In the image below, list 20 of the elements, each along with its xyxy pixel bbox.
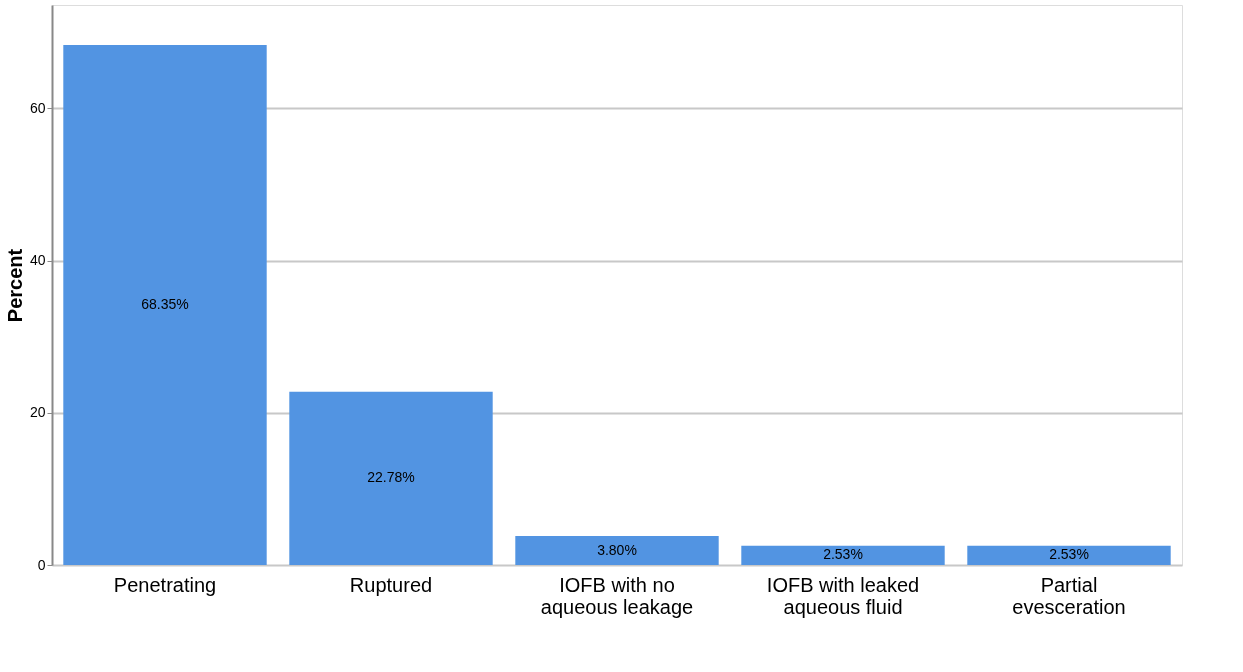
x-tick-label: IOFB with leaked aqueous fluid — [766, 573, 920, 618]
y-axis-title: Percent — [3, 248, 26, 323]
data-label: 22.78% — [367, 469, 415, 486]
data-label: 68.35% — [141, 295, 189, 312]
bar — [967, 545, 1171, 565]
data-label: 2.53% — [1049, 546, 1089, 563]
y-tick-label: 20 — [29, 404, 46, 421]
x-tick-label: Ruptured — [349, 573, 433, 596]
y-tick-label: 40 — [29, 252, 46, 269]
bar — [289, 391, 493, 565]
data-label: 3.80% — [597, 541, 637, 558]
x-tick-label: Partial evesceration — [1012, 573, 1126, 618]
x-tick-label: IOFB with no aqueous leakage — [540, 573, 694, 618]
bar — [741, 545, 945, 565]
x-tick-label: Penetrating — [113, 573, 217, 596]
y-tick-label: 0 — [37, 556, 46, 573]
y-tick-label: 60 — [29, 99, 46, 116]
bar — [515, 536, 719, 565]
data-label: 2.53% — [823, 546, 863, 563]
bar — [63, 44, 267, 565]
